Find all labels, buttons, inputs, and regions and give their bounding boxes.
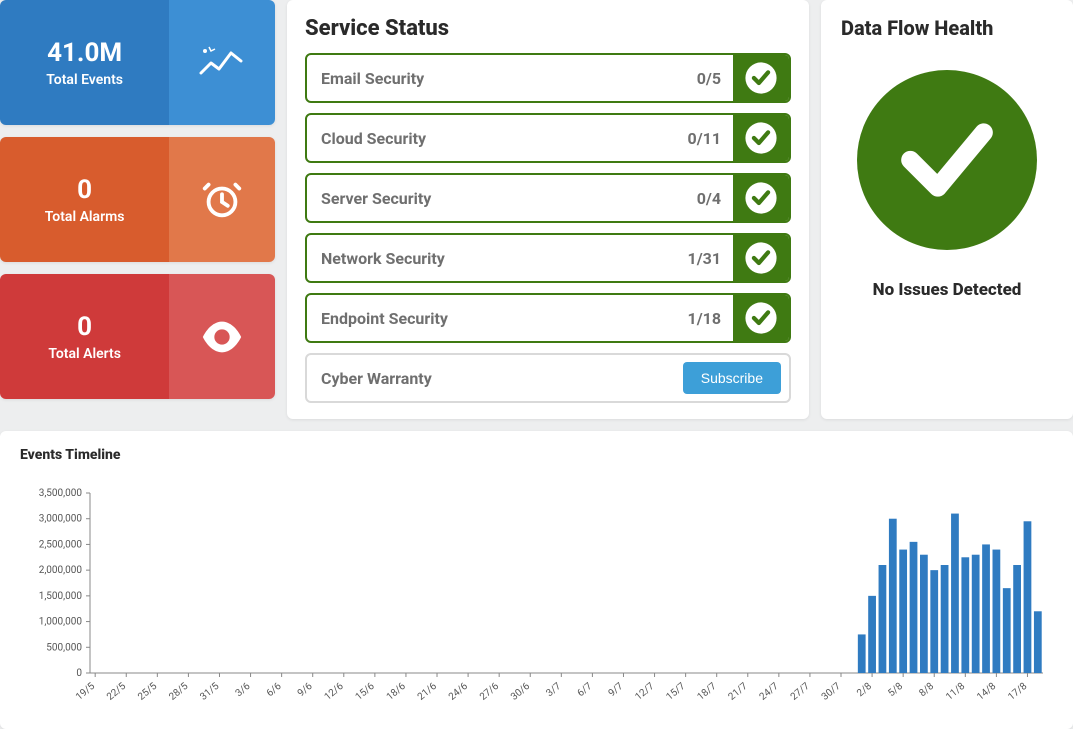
events-timeline-card: Events Timeline 0 500,000 1,000,000 1,500,0…	[0, 431, 1073, 729]
svg-text:2,500,000: 2,500,000	[39, 539, 83, 550]
svg-text:3/6: 3/6	[234, 681, 253, 700]
service-row-subscribe: Cyber WarrantySubscribe	[305, 353, 791, 403]
check-icon	[733, 295, 789, 341]
stat-icon-alarm-icon	[169, 137, 275, 262]
stat-card[interactable]: 0 Total Alerts	[0, 274, 275, 399]
subscribe-button[interactable]: Subscribe	[683, 362, 781, 394]
svg-text:15/7: 15/7	[664, 681, 687, 703]
svg-text:500,000: 500,000	[46, 642, 82, 653]
stat-left: 0 Total Alarms	[0, 137, 169, 262]
svg-text:9/7: 9/7	[607, 681, 626, 700]
service-count: 0/5	[697, 55, 733, 101]
service-row[interactable]: Endpoint Security1/18	[305, 293, 791, 343]
check-icon	[733, 55, 789, 101]
service-status-title: Service Status	[305, 16, 791, 41]
svg-text:30/6: 30/6	[509, 681, 532, 703]
data-flow-card: Data Flow Health No Issues Detected	[821, 0, 1073, 419]
service-name: Email Security	[307, 55, 697, 101]
svg-text:6/6: 6/6	[265, 681, 284, 700]
svg-text:11/8: 11/8	[944, 681, 967, 703]
svg-text:1,500,000: 1,500,000	[39, 591, 83, 602]
service-count: 1/18	[688, 295, 733, 341]
stat-label: Total Alarms	[45, 209, 125, 225]
service-name: Server Security	[307, 175, 697, 221]
stat-card[interactable]: 41.0M Total Events	[0, 0, 275, 125]
svg-text:21/7: 21/7	[727, 681, 750, 703]
svg-text:6/7: 6/7	[575, 681, 594, 700]
stat-left: 41.0M Total Events	[0, 0, 169, 125]
service-row[interactable]: Network Security1/31	[305, 233, 791, 283]
svg-text:14/8: 14/8	[975, 681, 998, 703]
service-count: 0/4	[697, 175, 733, 221]
service-name: Endpoint Security	[307, 295, 688, 341]
service-count: 1/31	[688, 235, 733, 281]
svg-text:3,500,000: 3,500,000	[39, 488, 83, 499]
stat-label: Total Events	[46, 72, 123, 88]
svg-text:5/8: 5/8	[886, 681, 905, 700]
check-icon	[733, 175, 789, 221]
service-row[interactable]: Cloud Security0/11	[305, 113, 791, 163]
svg-text:1,000,000: 1,000,000	[39, 617, 83, 628]
stats-column: 41.0M Total Events 0 Total Alarms 0 Total Ale…	[0, 0, 275, 419]
svg-text:2,000,000: 2,000,000	[39, 565, 83, 576]
health-status-text: No Issues Detected	[873, 280, 1022, 300]
events-timeline-title: Events Timeline	[20, 447, 1053, 463]
svg-text:25/5: 25/5	[136, 681, 159, 703]
service-status-card: Service Status Email Security0/5Cloud Se…	[287, 0, 809, 419]
svg-text:19/5: 19/5	[74, 681, 97, 703]
stat-value: 41.0M	[47, 38, 122, 68]
stat-value: 0	[77, 175, 92, 205]
svg-text:8/8: 8/8	[917, 681, 936, 700]
svg-text:18/6: 18/6	[385, 681, 408, 703]
stat-value: 0	[77, 312, 92, 342]
check-icon	[733, 115, 789, 161]
svg-text:18/7: 18/7	[695, 681, 718, 703]
svg-text:22/5: 22/5	[105, 681, 128, 703]
svg-text:30/7: 30/7	[820, 681, 843, 703]
check-icon	[733, 235, 789, 281]
svg-text:31/5: 31/5	[198, 681, 221, 703]
service-row[interactable]: Server Security0/4	[305, 173, 791, 223]
svg-text:9/6: 9/6	[296, 681, 315, 700]
health-check-icon	[857, 70, 1037, 250]
svg-text:3,000,000: 3,000,000	[39, 514, 83, 525]
svg-text:3/7: 3/7	[544, 681, 563, 700]
svg-text:12/7: 12/7	[633, 681, 656, 703]
service-name: Cloud Security	[307, 115, 688, 161]
svg-text:27/7: 27/7	[789, 681, 812, 703]
stat-label: Total Alerts	[48, 346, 121, 362]
svg-text:2/8: 2/8	[855, 681, 874, 700]
events-timeline-chart: 0 500,000 1,000,000 1,500,000 2,000,000 2,500…	[20, 483, 1053, 713]
svg-text:0: 0	[76, 668, 82, 679]
svg-text:12/6: 12/6	[323, 681, 346, 703]
svg-text:27/6: 27/6	[478, 681, 501, 703]
stat-icon-eye-icon	[169, 274, 275, 399]
service-count: 0/11	[688, 115, 733, 161]
svg-text:28/5: 28/5	[167, 681, 190, 703]
service-row[interactable]: Email Security0/5	[305, 53, 791, 103]
svg-text:17/8: 17/8	[1006, 681, 1029, 703]
svg-text:21/6: 21/6	[416, 681, 439, 703]
svg-text:15/6: 15/6	[354, 681, 377, 703]
stat-left: 0 Total Alerts	[0, 274, 169, 399]
svg-text:24/6: 24/6	[447, 681, 470, 703]
service-name: Cyber Warranty	[307, 369, 683, 388]
data-flow-title: Data Flow Health	[837, 16, 993, 40]
stat-card[interactable]: 0 Total Alarms	[0, 137, 275, 262]
stat-icon-sparkline-icon	[169, 0, 275, 125]
service-name: Network Security	[307, 235, 688, 281]
svg-text:24/7: 24/7	[758, 681, 781, 703]
